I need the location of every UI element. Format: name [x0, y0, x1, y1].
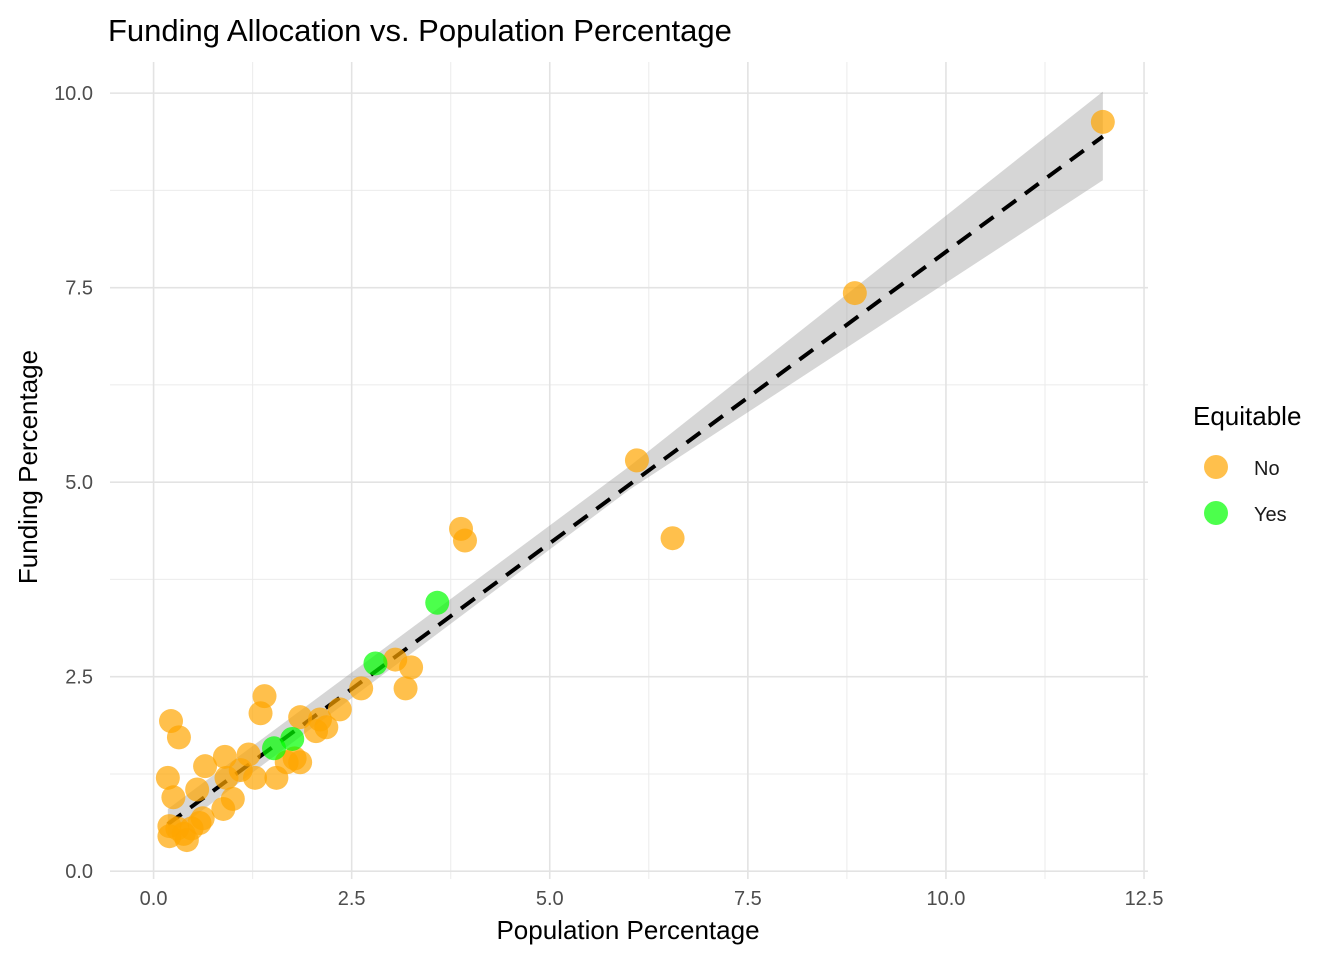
- data-point-no: [193, 754, 218, 779]
- data-point-no: [288, 750, 313, 775]
- data-point-no: [212, 744, 237, 769]
- y-tick-label: 2.5: [65, 667, 93, 689]
- chart-title: Funding Allocation vs. Population Percen…: [108, 13, 732, 48]
- x-tick-labels: 0.0 2.5 5.0 7.5 10.0 12.5: [140, 888, 1164, 910]
- major-gridlines: [110, 62, 1148, 879]
- data-point-yes: [363, 651, 388, 676]
- data-point-no: [161, 785, 186, 810]
- data-point-no: [190, 806, 215, 831]
- y-tick-labels: 0.0 2.5 5.0 7.5 10.0: [54, 83, 93, 883]
- points-layer: [155, 109, 1115, 853]
- data-point-no: [452, 528, 477, 553]
- data-point-no: [349, 676, 374, 701]
- x-tick-label: 5.0: [536, 888, 564, 910]
- data-point-no: [399, 655, 424, 680]
- x-tick-label: 0.0: [140, 888, 168, 910]
- data-point-no: [314, 715, 339, 740]
- legend-title: Equitable: [1193, 401, 1301, 431]
- data-point-yes: [425, 590, 450, 615]
- data-point-no: [1090, 109, 1115, 134]
- y-axis-title: Funding Percentage: [13, 350, 43, 584]
- trend-line: [166, 134, 1105, 826]
- data-point-no: [243, 765, 268, 790]
- data-point-no: [252, 684, 277, 709]
- x-tick-label: 12.5: [1125, 888, 1164, 910]
- y-tick-label: 10.0: [54, 83, 93, 105]
- y-tick-label: 7.5: [65, 278, 93, 300]
- y-tick-label: 5.0: [65, 472, 93, 494]
- data-point-no: [842, 281, 867, 306]
- legend-label-no: No: [1254, 458, 1280, 480]
- legend: Equitable No Yes: [1193, 401, 1301, 526]
- data-point-no: [288, 705, 313, 730]
- data-point-no: [660, 526, 685, 551]
- legend-key-no: [1204, 455, 1228, 479]
- data-point-no: [624, 448, 649, 473]
- data-point-no: [185, 777, 210, 802]
- x-axis-title: Population Percentage: [496, 915, 759, 945]
- data-point-no: [166, 725, 191, 750]
- data-point-no: [155, 765, 180, 790]
- trend-line-layer: [166, 134, 1105, 826]
- x-tick-label: 10.0: [926, 888, 965, 910]
- legend-label-yes: Yes: [1254, 504, 1287, 526]
- data-point-yes: [262, 736, 287, 761]
- data-point-no: [393, 676, 418, 701]
- x-tick-label: 7.5: [734, 888, 762, 910]
- data-point-no: [327, 697, 352, 722]
- data-point-no: [236, 742, 261, 767]
- data-point-no: [220, 786, 245, 811]
- y-tick-label: 0.0: [65, 861, 93, 883]
- legend-key-yes: [1204, 501, 1228, 525]
- x-tick-label: 2.5: [338, 888, 366, 910]
- data-point-yes: [280, 726, 305, 751]
